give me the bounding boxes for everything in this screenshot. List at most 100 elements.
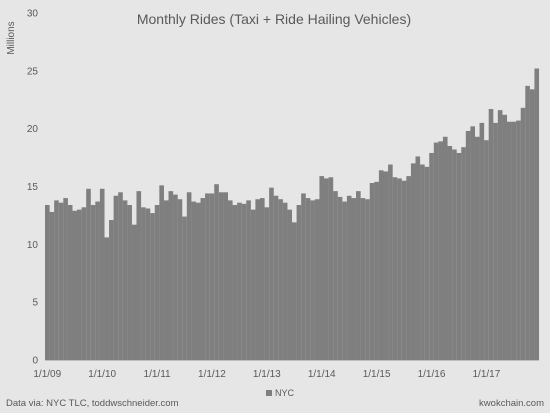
bar (186, 192, 192, 360)
bar (328, 177, 334, 360)
bar (154, 205, 160, 360)
bar (63, 198, 68, 360)
bar (223, 192, 229, 360)
bar (392, 177, 398, 360)
bar (287, 209, 293, 360)
bar-series (45, 68, 540, 361)
bar (227, 200, 233, 360)
legend: NYC (266, 388, 295, 398)
x-axis-ticks: 1/1/09 1/1/10 1/1/11 1/1/12 1/1/13 1/1/14 1/1/… (33, 369, 500, 380)
bar (264, 207, 270, 360)
bar (383, 171, 389, 360)
bar (58, 202, 64, 360)
bar (502, 114, 508, 360)
bar (159, 185, 164, 360)
bar (374, 181, 379, 360)
bar (511, 121, 517, 360)
x-tick-label: 1/1/14 (308, 369, 336, 380)
bar (484, 140, 489, 360)
bar (534, 68, 540, 361)
bar (506, 121, 512, 360)
bar (163, 200, 169, 360)
x-tick-label: 1/1/17 (472, 369, 500, 380)
x-tick-label: 1/1/09 (33, 369, 61, 380)
bar (45, 205, 50, 360)
bar (118, 192, 123, 360)
bar (205, 193, 210, 360)
bar (237, 202, 242, 360)
x-tick-label: 1/1/15 (363, 369, 391, 380)
bar (250, 209, 256, 360)
bar (410, 163, 416, 360)
bar (305, 198, 311, 360)
bar (337, 196, 343, 360)
legend-swatch (266, 390, 272, 396)
bar (342, 201, 347, 360)
bar (346, 195, 352, 360)
bar (356, 191, 361, 360)
bar (273, 195, 279, 360)
bar (81, 207, 87, 360)
footer-credit: kwokchain.com (479, 398, 544, 409)
x-tick-label: 1/1/13 (253, 369, 281, 380)
bar (145, 208, 151, 360)
y-tick-label: 25 (27, 66, 39, 77)
x-tick-label: 1/1/16 (418, 369, 446, 380)
bar (177, 199, 183, 360)
bar (465, 130, 471, 360)
bar (200, 198, 206, 360)
bar (369, 183, 375, 360)
bar (182, 216, 187, 360)
y-tick-label: 0 (32, 356, 38, 367)
bar (95, 201, 100, 360)
bar (461, 147, 466, 360)
bar (278, 199, 283, 360)
bar (127, 205, 132, 360)
bar (424, 166, 430, 360)
bar (77, 209, 82, 360)
y-tick-label: 5 (32, 298, 38, 309)
bar (493, 122, 498, 360)
x-tick-label: 1/1/10 (88, 369, 116, 380)
bar (406, 176, 411, 360)
bar (218, 192, 224, 360)
bar (420, 164, 425, 360)
y-axis-ticks: 0 5 10 15 20 25 30 (27, 9, 39, 367)
bar (497, 110, 503, 360)
bar (232, 205, 238, 360)
bar (67, 205, 73, 360)
bar (470, 126, 476, 360)
bar (90, 205, 96, 360)
bar (324, 178, 329, 360)
bar (401, 180, 407, 360)
bar (141, 207, 146, 360)
bar (525, 85, 530, 361)
bar (360, 198, 366, 360)
bar (319, 176, 325, 360)
bar (54, 200, 59, 360)
bar (282, 202, 288, 360)
bar (397, 178, 402, 360)
bar (292, 222, 297, 360)
bar (314, 199, 320, 360)
bar (269, 187, 274, 360)
bar (296, 205, 302, 360)
y-tick-label: 10 (27, 240, 39, 251)
bar (452, 149, 457, 360)
bar (310, 200, 315, 360)
bar (241, 203, 247, 360)
bar (173, 194, 178, 360)
x-tick-label: 1/1/12 (198, 369, 226, 380)
bar (109, 220, 114, 360)
bar (86, 188, 91, 360)
bar (447, 146, 453, 360)
bar (474, 136, 480, 360)
bar (104, 237, 110, 360)
footer-source: Data via: NYC TLC, toddwschneider.com (6, 398, 179, 409)
chart-title: Monthly Rides (Taxi + Ride Hailing Vehic… (137, 11, 411, 27)
bar (122, 200, 128, 360)
bar (488, 109, 494, 360)
x-tick-label: 1/1/11 (144, 369, 171, 380)
bar (333, 191, 338, 360)
